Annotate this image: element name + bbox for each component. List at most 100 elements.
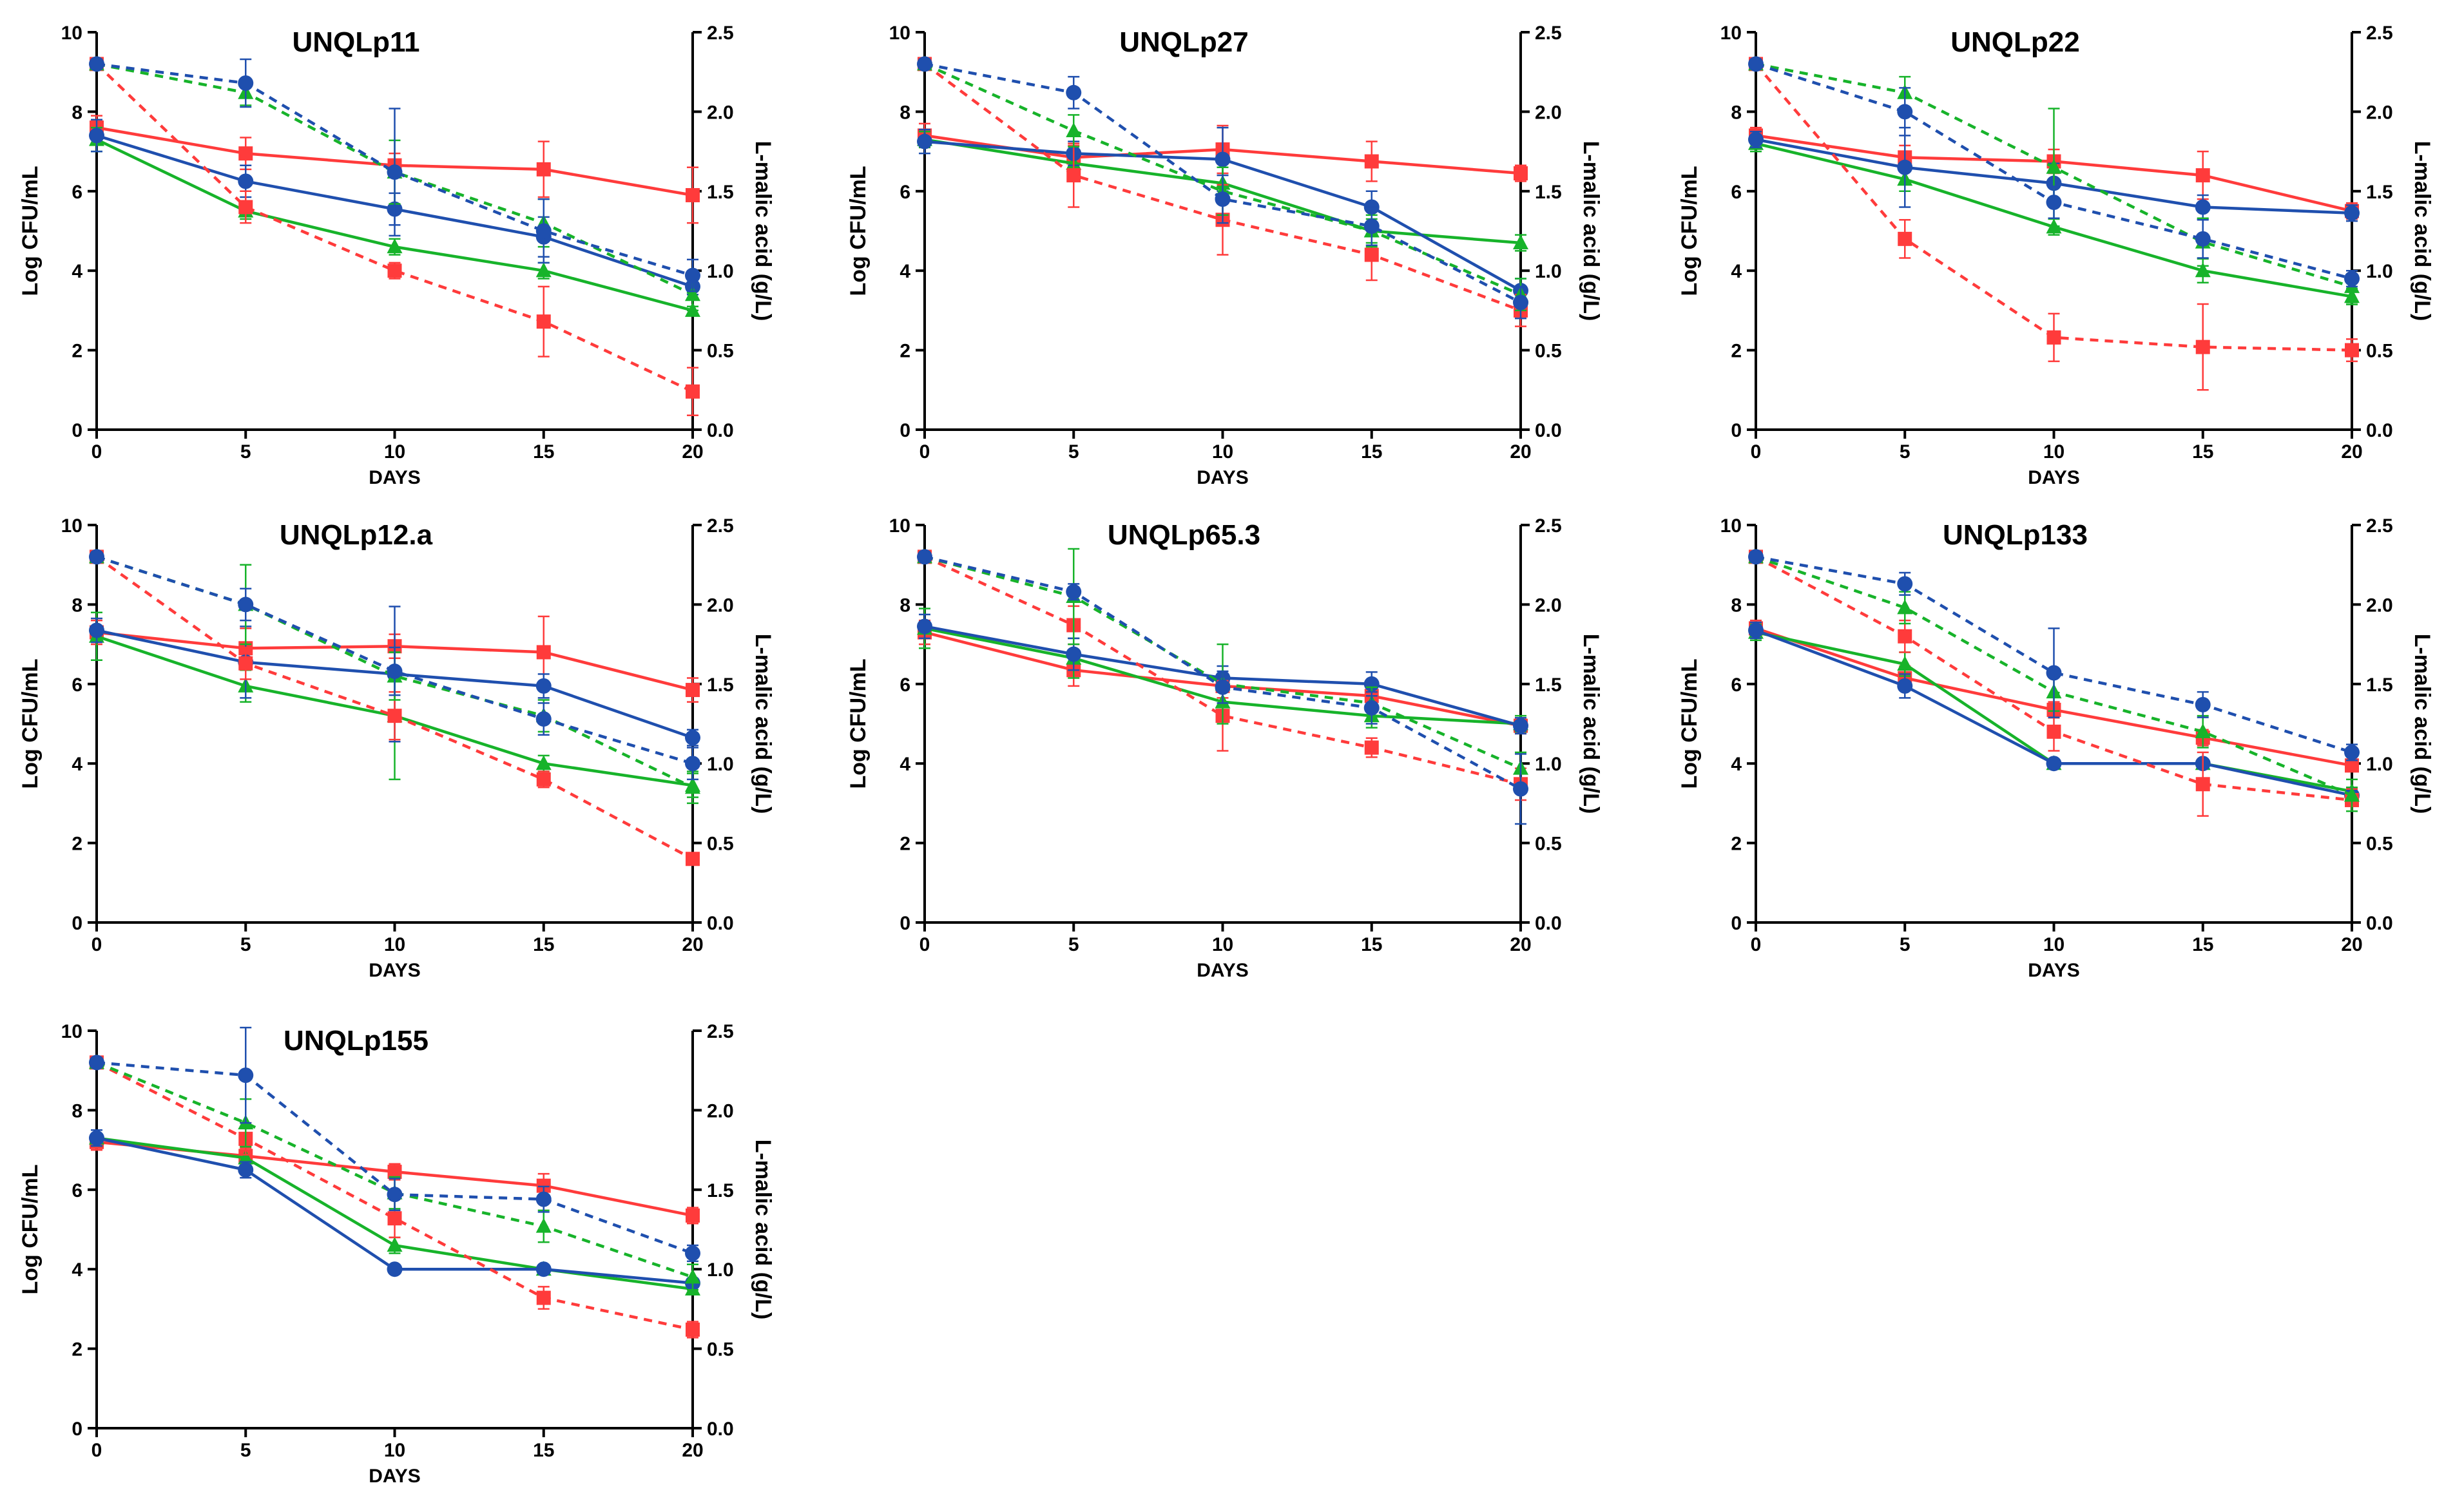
x-tick-label: 15 (533, 441, 554, 463)
data-point (2344, 744, 2360, 760)
x-tick-label: 10 (384, 441, 405, 463)
left-tick-label: 8 (1731, 102, 1742, 123)
data-point (536, 1290, 551, 1305)
right-tick-label: 1.5 (2366, 182, 2393, 203)
series-line (96, 62, 693, 277)
data-point (917, 133, 932, 149)
chart-panel: 0 2 4 6 8 10 0.0 0.5 1.0 1.5 2.0 2.5 0 5 10 15 20 DAYS Log… (846, 515, 1603, 981)
data-point (387, 709, 402, 723)
panel-title: UNQLp155 (284, 1025, 428, 1056)
chart-panel: 0 2 4 6 8 10 0.0 0.5 1.0 1.5 2.0 2.5 0 5 10 15 20 DAYS Log… (1677, 23, 2434, 488)
right-tick-label: 1.0 (1535, 261, 1562, 282)
data-point (1513, 718, 1528, 734)
data-point (2046, 665, 2062, 681)
right-tick-label: 1.0 (1535, 754, 1562, 775)
x-tick-label: 0 (91, 1440, 102, 1461)
data-point (1513, 781, 1528, 797)
right-axis-title: L-malic acid (g/L) (1579, 141, 1603, 321)
series-line (95, 1061, 693, 1332)
left-tick-label: 6 (72, 1180, 82, 1201)
left-tick-label: 2 (72, 341, 82, 362)
left-tick-label: 10 (889, 515, 910, 537)
data-point (536, 162, 551, 177)
data-point (89, 56, 104, 72)
right-tick-label: 0.0 (2366, 420, 2393, 441)
data-point (2046, 330, 2061, 345)
left-axis-title: Log CFU/mL (18, 658, 43, 788)
data-point (917, 618, 932, 635)
data-point (1514, 166, 1528, 181)
data-point (1897, 599, 1913, 615)
data-point (2195, 339, 2210, 354)
right-tick-label: 0.5 (2366, 341, 2393, 362)
left-tick-label: 8 (900, 595, 910, 616)
series-red-malic (90, 57, 700, 417)
data-point (1748, 131, 1764, 148)
x-tick-label: 0 (1751, 934, 1762, 955)
data-point (686, 187, 700, 202)
left-tick-label: 0 (900, 913, 910, 934)
right-tick-label: 1.5 (2366, 674, 2393, 696)
data-point (1748, 56, 1764, 72)
x-tick-label: 20 (1510, 441, 1531, 463)
chart-panel: 0 2 4 6 8 10 0.0 0.5 1.0 1.5 2.0 2.5 0 5 10 15 20 DAYS Log… (18, 515, 775, 981)
left-tick-label: 4 (900, 754, 910, 775)
data-point (2046, 195, 2062, 211)
chart-panel: 0 2 4 6 8 10 0.0 0.5 1.0 1.5 2.0 2.5 0 5 10 15 20 DAYS Log… (846, 23, 1603, 488)
data-point (685, 286, 700, 301)
right-tick-label: 2.5 (707, 23, 734, 44)
data-point (238, 597, 254, 613)
x-tick-label: 15 (533, 1440, 554, 1461)
left-axis-title: Log CFU/mL (18, 166, 43, 296)
x-tick-label: 5 (240, 1440, 251, 1461)
series-blue-malic (1748, 56, 2360, 288)
right-tick-label: 2.0 (707, 1100, 734, 1122)
data-point (685, 779, 700, 794)
right-tick-label: 0.5 (707, 834, 734, 855)
series-green-malic (1748, 55, 2360, 303)
right-tick-label: 0.0 (2366, 913, 2393, 934)
panel-title: UNQLp12.a (280, 519, 433, 551)
data-point (238, 656, 253, 671)
right-tick-label: 0.5 (1535, 341, 1562, 362)
data-point (535, 262, 552, 278)
panel-title: UNQLp11 (292, 26, 419, 58)
panel-title: UNQLp133 (1943, 519, 2088, 551)
data-point (387, 164, 403, 180)
left-axis-title: Log CFU/mL (846, 658, 871, 788)
x-tick-label: 20 (682, 1440, 703, 1461)
left-tick-label: 4 (900, 261, 910, 282)
left-tick-label: 4 (1731, 754, 1742, 775)
data-point (2344, 205, 2360, 221)
left-tick-label: 8 (72, 102, 82, 123)
x-tick-label: 10 (2043, 441, 2065, 463)
x-tick-label: 20 (2341, 441, 2362, 463)
data-point (1364, 740, 1379, 755)
x-tick-label: 20 (2341, 934, 2362, 955)
x-tick-label: 0 (1751, 441, 1762, 463)
panel-title: UNQLp27 (1119, 26, 1248, 58)
series-blue-malic (89, 549, 700, 781)
data-point (535, 711, 552, 727)
data-point (686, 852, 700, 866)
data-point (238, 1149, 254, 1165)
left-tick-label: 2 (900, 834, 910, 855)
data-point (685, 267, 700, 283)
x-tick-label: 5 (1068, 934, 1079, 955)
left-tick-label: 2 (72, 834, 82, 855)
x-tick-label: 0 (919, 441, 930, 463)
data-point (2195, 723, 2211, 738)
x-tick-label: 10 (384, 934, 405, 955)
data-point (2345, 758, 2359, 773)
left-tick-label: 8 (1731, 595, 1742, 616)
series-line (96, 1061, 693, 1279)
x-tick-label: 10 (1212, 441, 1233, 463)
x-tick-label: 15 (1361, 934, 1382, 955)
left-tick-label: 10 (61, 1021, 82, 1042)
x-tick-label: 15 (533, 934, 554, 955)
data-point (1897, 678, 1913, 694)
left-tick-label: 6 (1731, 182, 1742, 203)
data-point (1066, 646, 1082, 662)
right-tick-label: 2.5 (1535, 23, 1562, 44)
x-tick-label: 0 (91, 934, 102, 955)
